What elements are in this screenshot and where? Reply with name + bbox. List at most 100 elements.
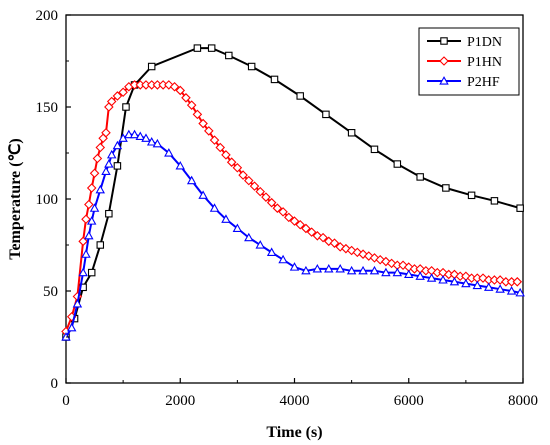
data-point-p1hn: [198, 118, 208, 129]
data-point-p2hf: [244, 232, 254, 242]
data-point-p2hf: [209, 203, 220, 212]
data-point-p1hn: [209, 135, 220, 145]
data-point-p1hn: [175, 85, 186, 96]
data-point-p1hn: [289, 216, 300, 226]
data-point-p1hn: [255, 186, 266, 197]
series-line-p2hf: [65, 133, 521, 338]
x-tick-label: 4000: [280, 393, 310, 409]
data-point-p2hf: [324, 263, 334, 273]
data-point-p2hf: [278, 254, 288, 264]
data-point-p2hf: [89, 203, 100, 212]
data-point-p2hf: [86, 216, 97, 225]
data-point-p1hn: [238, 170, 248, 180]
data-point-p2hf: [221, 214, 231, 223]
data-point-p1hn: [244, 175, 254, 186]
data-point-p1dn: [347, 129, 356, 137]
data-point-p2hf: [198, 190, 208, 199]
data-point-p2hf: [472, 280, 483, 290]
series-p2hf: [61, 129, 525, 341]
y-tick-label: 50: [43, 284, 58, 300]
data-point-p1hn: [249, 181, 260, 191]
axes: 0 2000 4000 6000 8000 0 50 100 150 200 Time (s) Tem…: [7, 8, 538, 441]
data-point-p2hf: [175, 160, 185, 170]
data-point-p2hf: [358, 265, 368, 275]
data-point-p1hn: [192, 109, 203, 120]
data-point-p2hf: [255, 240, 265, 249]
data-point-p2hf: [186, 175, 197, 185]
y-tick-label: 150: [36, 100, 59, 116]
series-group: [61, 44, 525, 341]
data-point-p1hn: [512, 277, 523, 287]
data-point-p2hf: [461, 278, 471, 288]
data-point-p2hf: [506, 286, 517, 295]
data-point-p2hf: [438, 275, 448, 284]
data-point-p1hn: [329, 238, 340, 248]
legend-marker-p1hn: [439, 56, 449, 66]
data-point-p1dn: [105, 209, 113, 218]
series-line-p1hn: [65, 83, 518, 332]
data-point-p1dn: [193, 44, 202, 52]
data-point-p1hn: [215, 142, 226, 153]
x-tick-label: 2000: [165, 393, 195, 409]
data-point-p2hf: [312, 263, 323, 273]
data-point-p1hn: [232, 162, 243, 173]
data-point-p2hf: [78, 267, 88, 277]
data-point-p1hn: [306, 227, 317, 237]
data-point-p1hn: [181, 93, 191, 103]
data-point-p2hf: [426, 273, 437, 282]
data-point-p1dn: [296, 92, 304, 100]
data-point-p2hf: [72, 298, 83, 308]
data-point-p2hf: [266, 247, 277, 256]
data-point-p1dn: [247, 62, 256, 71]
data-point-p1dn: [393, 160, 402, 168]
data-point-p1dn: [113, 162, 122, 170]
data-point-p1dn: [490, 197, 499, 205]
data-point-p1hn: [118, 87, 128, 98]
legend-label-p1hn: P1HN: [467, 55, 502, 70]
data-point-p2hf: [381, 267, 391, 277]
data-point-p2hf: [164, 148, 174, 157]
x-tick-label: 6000: [394, 393, 424, 409]
data-point-p1hn: [295, 219, 305, 230]
data-point-p1dn: [370, 145, 379, 154]
data-point-p2hf: [135, 131, 145, 141]
data-point-p2hf: [515, 287, 525, 297]
legend-entry-p1hn: P1HN: [427, 55, 502, 70]
data-point-p2hf: [81, 249, 91, 258]
legend-marker-p1dn: [440, 37, 448, 45]
data-point-p2hf: [95, 184, 106, 194]
data-point-p2hf: [124, 129, 134, 139]
data-point-p1hn: [266, 197, 277, 208]
legend-entry-p1dn: P1DN: [427, 35, 502, 50]
data-point-p1dn: [416, 173, 424, 181]
x-tick-label: 8000: [508, 393, 538, 409]
y-tick-label: 0: [51, 376, 59, 392]
data-point-p2hf: [449, 276, 460, 286]
data-point-p2hf: [104, 159, 114, 168]
data-point-p1hn: [95, 142, 106, 153]
data-point-p1hn: [278, 207, 288, 217]
data-point-p1hn: [92, 153, 103, 164]
y-tick-label: 200: [36, 8, 59, 24]
legend-marker-p2hf: [439, 76, 449, 85]
data-point-p1dn: [87, 268, 96, 277]
x-tick-label: 0: [62, 393, 70, 409]
legend-entry-p2hf: P2HF: [427, 75, 500, 90]
data-point-p1hn: [81, 214, 91, 225]
data-point-p2hf: [146, 137, 157, 146]
data-point-p2hf: [106, 149, 117, 159]
data-point-p2hf: [392, 267, 403, 277]
data-point-p1hn: [284, 212, 294, 223]
series-p1hn: [61, 80, 523, 337]
data-point-p1dn: [207, 44, 216, 52]
data-point-p1dn: [467, 191, 476, 200]
data-point-p1hn: [169, 81, 180, 92]
data-point-p2hf: [289, 262, 300, 271]
data-point-p1hn: [101, 127, 111, 138]
data-point-p1hn: [318, 232, 328, 243]
data-point-p2hf: [415, 271, 425, 280]
data-point-p1dn: [96, 241, 105, 249]
data-point-p1dn: [147, 62, 156, 71]
data-point-p2hf: [301, 265, 311, 275]
data-point-p1hn: [89, 168, 100, 179]
